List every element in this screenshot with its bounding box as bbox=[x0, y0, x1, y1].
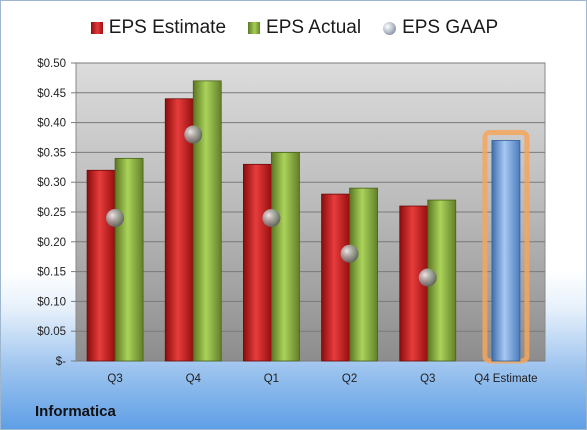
bar-eps-estimate bbox=[86, 169, 116, 362]
bar-eps-estimate bbox=[321, 193, 350, 362]
legend: EPS Estimate EPS Actual EPS GAAP bbox=[1, 17, 586, 39]
bar-eps-estimate bbox=[243, 163, 272, 362]
bar-eps-actual bbox=[114, 157, 144, 362]
y-tick-label: $- bbox=[56, 356, 66, 368]
x-tick-label: Q2 bbox=[342, 373, 357, 385]
marker-eps-gaap bbox=[340, 244, 359, 263]
y-tick-label: $0.05 bbox=[37, 326, 66, 338]
marker-eps-gaap bbox=[184, 125, 203, 144]
legend-item-eps-gaap: EPS GAAP bbox=[383, 17, 498, 39]
y-tick-label: $0.15 bbox=[37, 267, 66, 279]
x-tick-label: Q1 bbox=[264, 373, 279, 385]
y-tick-label: $0.45 bbox=[37, 88, 66, 100]
y-tick-label: $0.10 bbox=[37, 296, 66, 308]
marker-eps-gaap bbox=[418, 268, 437, 287]
legend-label-gaap: EPS GAAP bbox=[402, 17, 499, 38]
y-tick-label: $0.40 bbox=[37, 118, 66, 130]
company-name: Informatica bbox=[35, 403, 116, 420]
bar-future-estimate bbox=[491, 140, 521, 362]
legend-item-eps-estimate: EPS Estimate bbox=[90, 17, 227, 39]
y-tick-label: $0.50 bbox=[37, 58, 66, 70]
bar-eps-actual bbox=[192, 80, 222, 362]
legend-swatch-estimate bbox=[90, 22, 103, 34]
marker-eps-gaap bbox=[262, 208, 281, 227]
bar-eps-estimate bbox=[164, 98, 194, 362]
legend-label-estimate: EPS Estimate bbox=[108, 17, 227, 38]
bar-eps-actual bbox=[271, 151, 300, 362]
marker-eps-gaap bbox=[106, 208, 125, 227]
x-tick-label: Q4 bbox=[186, 373, 202, 385]
x-tick-label: Q3 bbox=[420, 373, 435, 385]
legend-item-eps-actual: EPS Actual bbox=[248, 17, 361, 39]
y-tick-label: $0.25 bbox=[37, 207, 66, 219]
legend-swatch-actual bbox=[248, 22, 261, 34]
y-tick-label: $0.30 bbox=[37, 177, 66, 189]
y-tick-label: $0.20 bbox=[37, 237, 66, 249]
legend-swatch-gaap bbox=[383, 21, 397, 35]
legend-label-actual: EPS Actual bbox=[266, 17, 362, 38]
x-tick-label: Q4 Estimate bbox=[474, 373, 537, 385]
y-tick-label: $0.35 bbox=[37, 147, 66, 159]
bar-eps-actual bbox=[349, 187, 378, 362]
x-tick-label: Q3 bbox=[107, 373, 122, 385]
